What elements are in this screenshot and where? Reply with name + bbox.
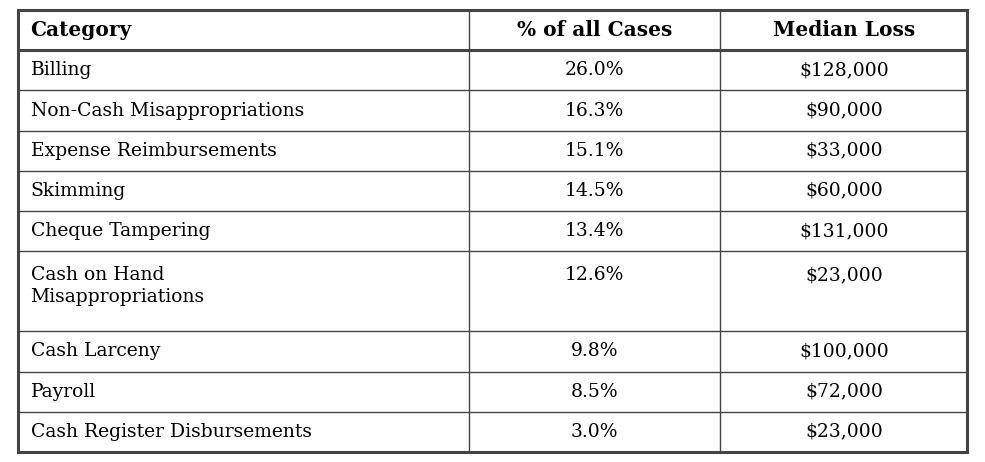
Text: Cash on Hand: Cash on Hand <box>31 266 164 284</box>
Text: $90,000: $90,000 <box>805 102 883 120</box>
Text: Billing: Billing <box>31 61 92 79</box>
Text: Misappropriations: Misappropriations <box>31 288 205 306</box>
Text: $72,000: $72,000 <box>805 383 883 401</box>
Text: 16.3%: 16.3% <box>565 102 624 120</box>
Text: 14.5%: 14.5% <box>564 182 624 200</box>
Text: Expense Reimbursements: Expense Reimbursements <box>31 142 277 160</box>
Text: $23,000: $23,000 <box>805 266 883 284</box>
Text: $128,000: $128,000 <box>799 61 888 79</box>
Text: Non-Cash Misappropriations: Non-Cash Misappropriations <box>31 102 303 120</box>
Text: % of all Cases: % of all Cases <box>517 20 673 40</box>
Text: Cash Larceny: Cash Larceny <box>31 342 160 360</box>
Text: Cheque Tampering: Cheque Tampering <box>31 222 210 240</box>
Text: 3.0%: 3.0% <box>571 423 619 441</box>
Text: 8.5%: 8.5% <box>570 383 619 401</box>
Text: Skimming: Skimming <box>31 182 126 200</box>
Text: $100,000: $100,000 <box>799 342 888 360</box>
Text: 9.8%: 9.8% <box>571 342 619 360</box>
Text: $131,000: $131,000 <box>799 222 888 240</box>
Text: $33,000: $33,000 <box>805 142 883 160</box>
Text: $23,000: $23,000 <box>805 423 883 441</box>
Text: $60,000: $60,000 <box>805 182 883 200</box>
Text: Category: Category <box>31 20 132 40</box>
Text: 15.1%: 15.1% <box>564 142 624 160</box>
Text: 26.0%: 26.0% <box>564 61 624 79</box>
Text: 12.6%: 12.6% <box>564 266 624 284</box>
Text: Cash Register Disbursements: Cash Register Disbursements <box>31 423 311 441</box>
Text: 13.4%: 13.4% <box>564 222 624 240</box>
Text: Payroll: Payroll <box>31 383 96 401</box>
Text: Median Loss: Median Loss <box>772 20 915 40</box>
